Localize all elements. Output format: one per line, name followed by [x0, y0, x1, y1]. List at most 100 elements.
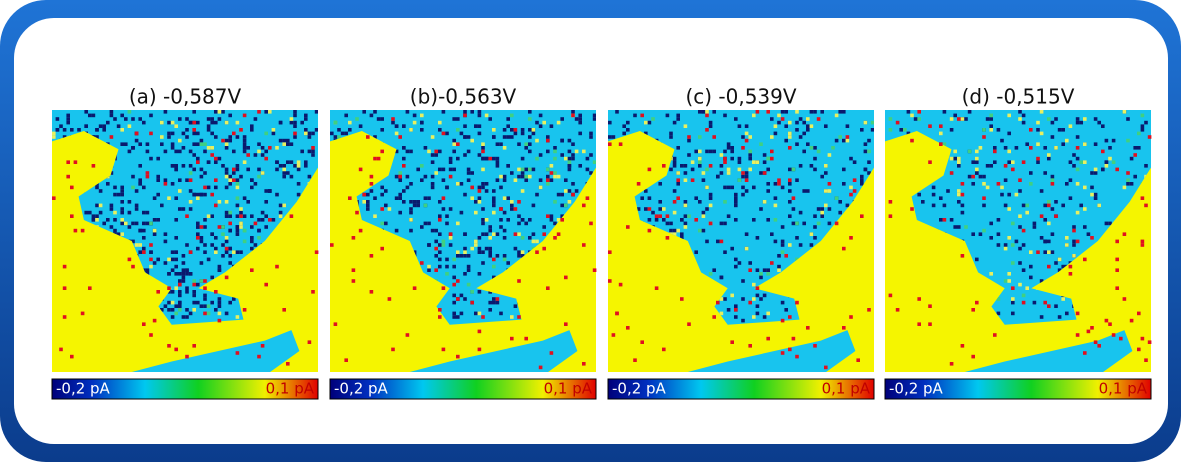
- map-pixel: [578, 113, 582, 118]
- map-pixel: [293, 164, 297, 168]
- map-pixel: [683, 214, 688, 218]
- map-pixel: [737, 156, 742, 161]
- map-pixel: [1054, 146, 1058, 150]
- map-pixel: [719, 153, 724, 157]
- map-pixel: [282, 171, 286, 175]
- map-pixel: [1147, 340, 1152, 344]
- map-pixel: [726, 308, 731, 312]
- map-pixel: [730, 185, 734, 190]
- map-pixel: [549, 171, 554, 175]
- map-pixel: [1011, 286, 1015, 290]
- map-pixel: [608, 120, 612, 125]
- map-pixel: [235, 164, 240, 168]
- map-pixel: [214, 120, 218, 125]
- map-pixel: [1072, 164, 1076, 168]
- map-pixel: [1115, 257, 1119, 262]
- map-pixel: [470, 300, 474, 305]
- map-pixel: [441, 347, 446, 352]
- map-pixel: [228, 138, 232, 143]
- map-pixel: [405, 149, 410, 154]
- map-pixel: [528, 117, 532, 121]
- map-pixel: [239, 225, 243, 229]
- map-pixel: [531, 239, 536, 244]
- map-pixel: [1086, 232, 1091, 236]
- map-pixel: [708, 120, 713, 125]
- map-pixel: [246, 167, 250, 172]
- map-pixel: [296, 164, 301, 168]
- map-pixel: [517, 250, 521, 254]
- map-pixel: [278, 120, 283, 125]
- map-pixel: [210, 275, 214, 280]
- map-pixel: [1137, 311, 1141, 316]
- map-pixel: [766, 167, 770, 172]
- map-pixel: [481, 218, 485, 222]
- map-pixel: [910, 207, 914, 211]
- map-pixel: [978, 232, 983, 236]
- map-pixel: [131, 264, 135, 269]
- map-pixel: [66, 160, 70, 164]
- map-pixel: [1108, 146, 1112, 150]
- map-pixel: [224, 214, 229, 218]
- map-pixel: [615, 110, 619, 114]
- map-pixel: [611, 333, 616, 337]
- map-pixel: [145, 149, 150, 154]
- map-pixel: [224, 120, 229, 125]
- map-pixel: [459, 210, 464, 215]
- map-pixel: [275, 192, 279, 197]
- map-pixel: [224, 200, 229, 204]
- map-pixel: [806, 128, 810, 132]
- map-pixel: [477, 189, 482, 193]
- map-pixel: [217, 268, 222, 272]
- map-pixel: [766, 182, 770, 186]
- map-pixel: [268, 146, 272, 150]
- map-pixel: [975, 149, 979, 154]
- map-pixel: [996, 243, 1001, 247]
- map-pixel: [982, 228, 986, 233]
- map-pixel: [456, 182, 460, 186]
- map-pixel: [293, 120, 297, 125]
- map-pixel: [1122, 185, 1127, 190]
- map-pixel: [964, 225, 968, 229]
- map-pixel: [546, 167, 550, 172]
- map-pixel: [167, 135, 171, 139]
- panel-title: (a) -0,587V: [129, 85, 242, 109]
- map-pixel: [113, 192, 117, 197]
- map-pixel: [120, 200, 124, 204]
- map-pixel: [867, 138, 871, 143]
- map-pixel: [567, 149, 572, 154]
- map-pixel: [766, 218, 770, 222]
- map-pixel: [152, 196, 157, 200]
- map-pixel: [174, 272, 178, 276]
- map-pixel: [531, 203, 536, 208]
- map-pixel: [250, 225, 254, 229]
- map-pixel: [687, 153, 691, 157]
- map-pixel: [1014, 146, 1019, 150]
- map-pixel: [506, 164, 510, 168]
- map-pixel: [788, 135, 792, 139]
- map-pixel: [409, 228, 413, 233]
- map-pixel: [964, 117, 968, 121]
- map-pixel: [820, 214, 824, 218]
- map-pixel: [942, 142, 947, 146]
- map-pixel: [423, 196, 428, 200]
- map-pixel: [477, 200, 482, 204]
- map-pixel: [1061, 264, 1065, 269]
- colorbar: [884, 378, 1152, 400]
- map-pixel: [181, 315, 186, 319]
- map-pixel: [1111, 333, 1116, 337]
- map-pixel: [109, 135, 114, 139]
- map-pixel: [257, 236, 261, 240]
- map-pixel: [960, 182, 965, 186]
- map-pixel: [917, 297, 921, 301]
- map-pixel: [373, 156, 377, 161]
- map-pixel: [224, 311, 229, 316]
- map-pixel: [1000, 138, 1004, 143]
- map-pixel: [734, 196, 738, 200]
- map-pixel: [759, 272, 763, 276]
- map-pixel: [960, 254, 965, 258]
- map-pixel: [124, 117, 128, 121]
- map-pixel: [1032, 300, 1037, 305]
- map-pixel: [300, 120, 304, 125]
- map-pixel: [235, 203, 240, 208]
- map-pixel: [120, 210, 124, 215]
